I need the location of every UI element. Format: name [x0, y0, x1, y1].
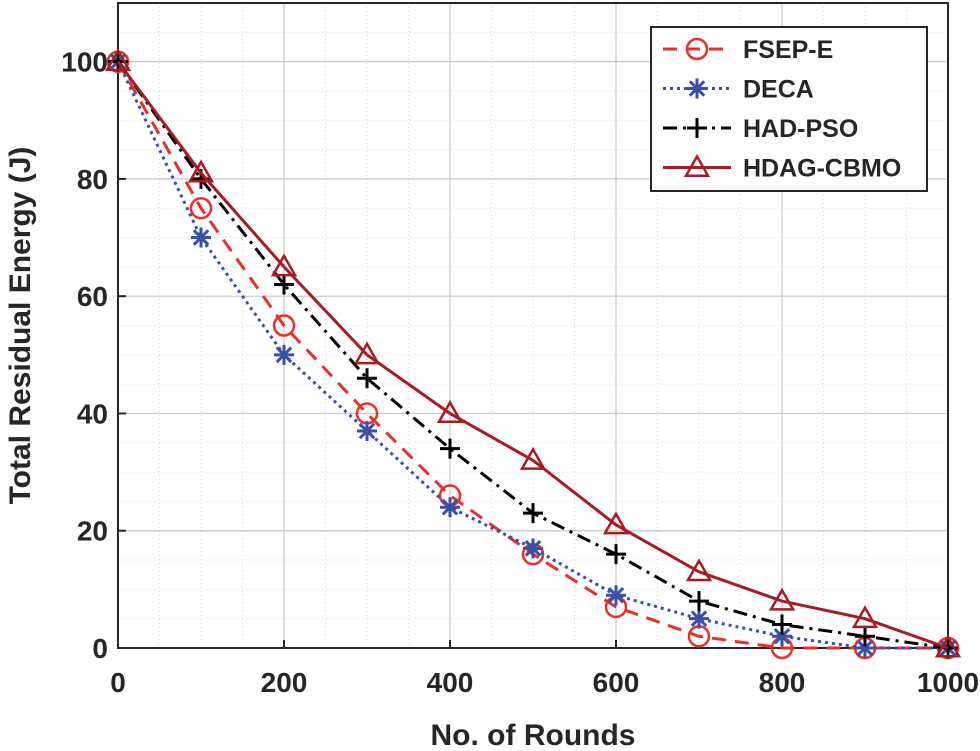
data-point	[687, 118, 707, 138]
legend-item: DECA	[663, 76, 814, 104]
data-point	[602, 511, 630, 535]
x-tick-label: 1000	[917, 667, 979, 698]
data-point	[851, 605, 879, 629]
data-point	[272, 314, 296, 337]
legend-box	[650, 26, 928, 192]
data-point	[270, 253, 298, 277]
legend-label: DECA	[743, 76, 814, 104]
y-tick-label: 100	[61, 47, 108, 78]
data-point	[189, 196, 213, 220]
data-point	[440, 497, 460, 518]
data-point	[191, 227, 211, 248]
data-point	[357, 421, 377, 442]
legend-item: FSEP-E	[663, 36, 833, 64]
data-point	[855, 638, 875, 658]
data-point	[685, 37, 709, 61]
y-axis-label: Total Residual Energy (J)	[4, 147, 37, 505]
legend: FSEP-E DECA HAD-PSO HDAG-CBMO	[650, 26, 928, 192]
data-point	[523, 503, 543, 524]
y-tick-label: 20	[77, 516, 108, 547]
data-point	[687, 78, 707, 99]
data-point	[689, 608, 709, 629]
data-point	[689, 591, 709, 612]
legend-label: HAD-PSO	[743, 115, 858, 143]
y-tick-label: 40	[77, 398, 108, 429]
data-point	[357, 368, 377, 389]
data-point	[606, 544, 626, 565]
x-tick-label: 0	[110, 667, 126, 698]
series-line	[116, 60, 949, 650]
series-hdag-cbmo	[104, 48, 962, 658]
y-tick-label: 60	[77, 281, 108, 312]
data-point	[523, 538, 543, 559]
data-point	[683, 153, 711, 177]
x-axis-label: No. of Rounds	[431, 719, 636, 751]
data-point	[440, 438, 460, 459]
data-point	[685, 558, 713, 582]
data-point	[187, 159, 215, 183]
data-point	[436, 399, 464, 423]
data-point	[934, 634, 962, 658]
x-tick-label: 400	[427, 667, 474, 698]
legend-item: HAD-PSO	[663, 115, 858, 143]
data-point	[772, 614, 792, 635]
y-axis-ticks: 0 20 40 60 80 100	[61, 47, 126, 664]
plot-frame	[117, 2, 949, 649]
y-tick-label: 0	[92, 633, 108, 664]
x-tick-label: 800	[759, 667, 806, 698]
data-point	[606, 585, 626, 606]
data-point	[772, 626, 792, 647]
x-axis-ticks: 0 200 400 600 800 1000	[110, 640, 979, 698]
data-point	[353, 341, 381, 365]
data-point	[274, 344, 294, 365]
legend-item: HDAG-CBMO	[663, 153, 901, 183]
x-tick-label: 600	[593, 667, 640, 698]
legend-label: HDAG-CBMO	[743, 155, 901, 183]
series-layer	[104, 48, 962, 660]
y-tick-label: 80	[77, 164, 108, 195]
data-point	[519, 446, 547, 470]
x-tick-label: 200	[261, 667, 308, 698]
data-point	[274, 274, 294, 295]
data-point	[768, 587, 796, 611]
legend-label: FSEP-E	[743, 36, 833, 64]
data-point	[104, 48, 132, 72]
data-point	[855, 626, 875, 647]
